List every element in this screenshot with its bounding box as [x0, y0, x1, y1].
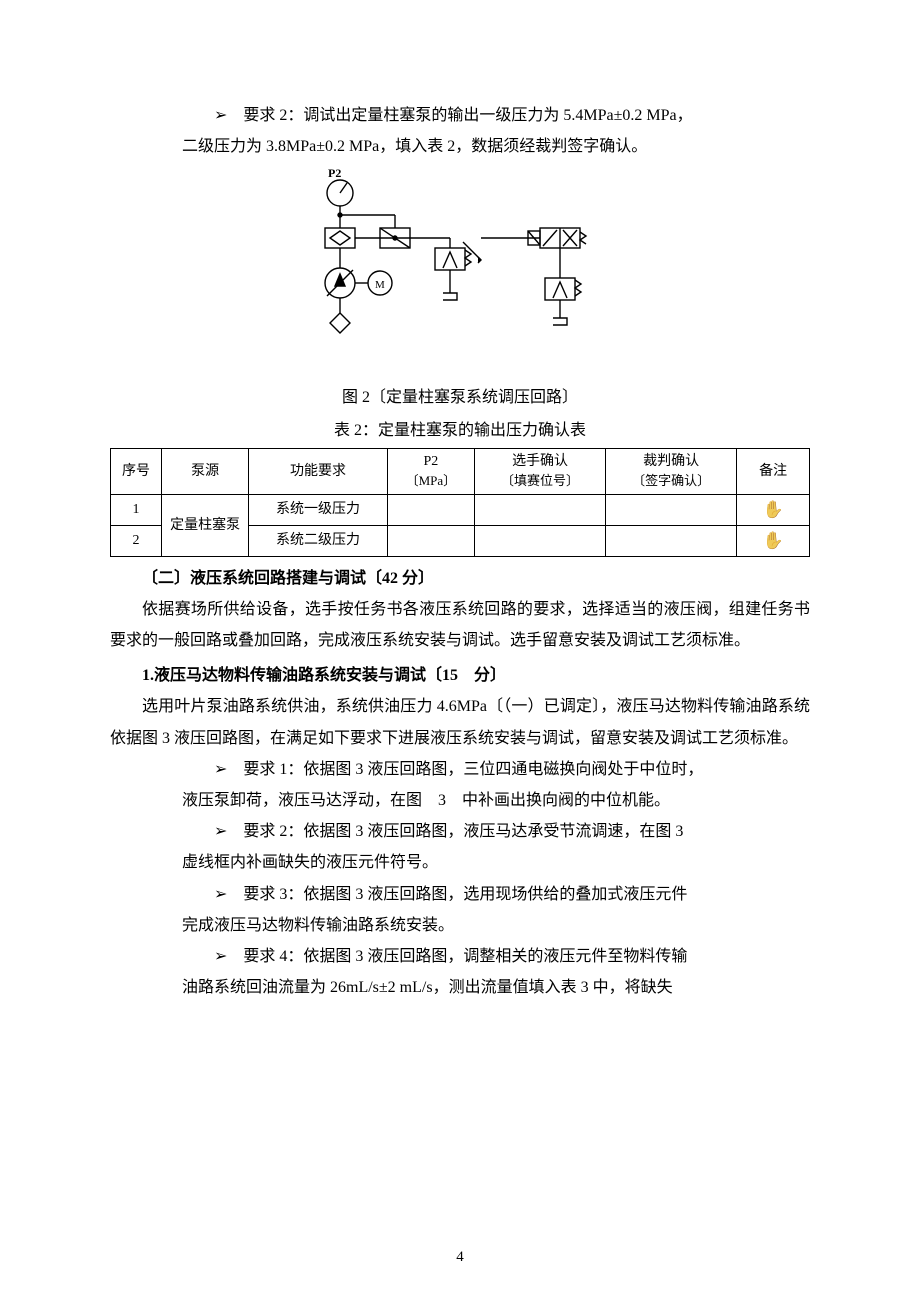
cell-note: ✋ — [737, 495, 810, 526]
cell-sn: 1 — [111, 495, 162, 526]
hand-icon: ✋ — [762, 498, 783, 522]
cell-fn: 系统一级压力 — [249, 495, 387, 526]
table-2: 序号 泵源 功能要求 P2 〔MPa〕 选手确认 〔填赛位号〕 裁判确认 〔签字… — [110, 448, 810, 557]
th-note: 备注 — [737, 448, 810, 494]
th-fn: 功能要求 — [249, 448, 387, 494]
th-judge-bot: 〔签字确认〕 — [632, 473, 710, 488]
cell-player — [475, 495, 606, 526]
cell-player — [475, 525, 606, 556]
requirement-4-line2: 油路系统回油流量为 26mL/s±2 mL/s，测出流量值填入表 3 中，将缺失 — [182, 972, 810, 1003]
table-row: 1 定量柱塞泵 系统一级压力 ✋ — [111, 495, 810, 526]
th-judge-top: 裁判确认 — [643, 454, 699, 469]
hand-icon: ✋ — [762, 529, 783, 553]
label-m: M — [375, 279, 385, 291]
th-sn: 序号 — [111, 448, 162, 494]
th-player-bot: 〔填赛位号〕 — [501, 473, 579, 488]
requirement-2b-line1: ➢ 要求 2：依据图 3 液压回路图，液压马达承受节流调速，在图 3 — [214, 816, 810, 847]
cell-judge — [606, 525, 737, 556]
th-src: 泵源 — [161, 448, 248, 494]
th-p2-bot: 〔MPa〕 — [406, 473, 457, 488]
sub-1-para: 选用叶片泵油路系统供油，系统供油压力 4.6MPa〔（一）已调定〕，液压马达物料… — [110, 691, 810, 753]
requirement-2b-line2: 虚线框内补画缺失的液压元件符号。 — [182, 847, 810, 878]
section-2-heading: 〔二〕液压系统回路搭建与调试〔42 分〕 — [110, 563, 810, 594]
cell-p2 — [387, 495, 474, 526]
th-p2: P2 〔MPa〕 — [387, 448, 474, 494]
page-number: 4 — [0, 1243, 920, 1272]
section-2-para: 依据赛场所供给设备，选手按任务书各液压系统回路的要求，选择适当的液压阀，组建任务… — [110, 594, 810, 656]
requirement-1-line2: 液压泵卸荷，液压马达浮动，在图 3 中补画出换向阀的中位机能。 — [182, 785, 810, 816]
th-judge: 裁判确认 〔签字确认〕 — [606, 448, 737, 494]
table-header-row: 序号 泵源 功能要求 P2 〔MPa〕 选手确认 〔填赛位号〕 裁判确认 〔签字… — [111, 448, 810, 494]
figure-2-caption: 图 2〔定量柱塞泵系统调压回路〕 — [110, 382, 810, 413]
cell-sn: 2 — [111, 525, 162, 556]
document-page: ➢ 要求 2：调试出定量柱塞泵的输出一级压力为 5.4MPa±0.2 MPa， … — [0, 0, 920, 1302]
cell-src: 定量柱塞泵 — [161, 495, 248, 557]
sub-1-heading: 1.液压马达物料传输油路系统安装与调试〔15 分〕 — [110, 660, 810, 691]
hydraulic-schematic-svg: P2 — [285, 168, 635, 368]
requirement-4-line1: ➢ 要求 4：依据图 3 液压回路图，调整相关的液压元件至物料传输 — [214, 941, 810, 972]
cell-note: ✋ — [737, 525, 810, 556]
th-player-top: 选手确认 — [512, 454, 568, 469]
cell-p2 — [387, 525, 474, 556]
requirement-3-line2: 完成液压马达物料传输油路系统安装。 — [182, 910, 810, 941]
cell-judge — [606, 495, 737, 526]
requirement-1-line1: ➢ 要求 1：依据图 3 液压回路图，三位四通电磁换向阀处于中位时， — [214, 754, 810, 785]
requirement-2-line2: 二级压力为 3.8MPa±0.2 MPa，填入表 2，数据须经裁判签字确认。 — [182, 131, 810, 162]
th-player: 选手确认 〔填赛位号〕 — [475, 448, 606, 494]
requirement-3-line1: ➢ 要求 3：依据图 3 液压回路图，选用现场供给的叠加式液压元件 — [214, 879, 810, 910]
th-p2-top: P2 — [423, 454, 438, 469]
cell-fn: 系统二级压力 — [249, 525, 387, 556]
figure-2-schematic: P2 — [110, 168, 810, 379]
requirement-2-line1: ➢ 要求 2：调试出定量柱塞泵的输出一级压力为 5.4MPa±0.2 MPa， — [214, 100, 810, 131]
table-2-caption: 表 2：定量柱塞泵的输出压力确认表 — [110, 415, 810, 446]
label-p2: P2 — [328, 168, 341, 180]
